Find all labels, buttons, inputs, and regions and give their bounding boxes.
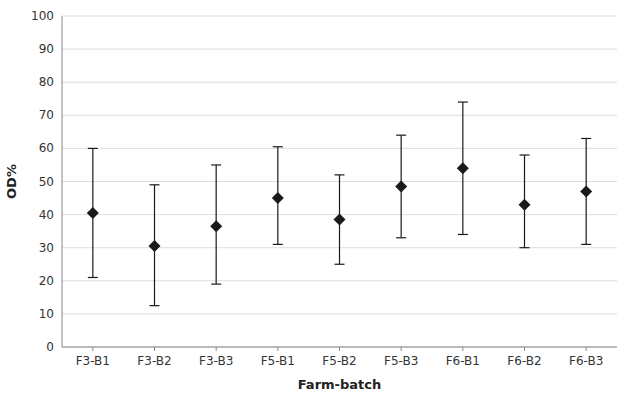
- grid-line: [62, 82, 617, 83]
- x-tick-label: F6-B1: [446, 354, 480, 368]
- error-cap-lower: [520, 247, 530, 248]
- x-tick: [524, 347, 525, 351]
- y-tick-label: 0: [46, 340, 54, 354]
- median-marker: [457, 162, 469, 174]
- x-tick-label: F5-B2: [322, 354, 356, 368]
- x-tick-label: F5-B1: [261, 354, 295, 368]
- x-tick: [216, 347, 217, 351]
- grid-line: [62, 49, 617, 50]
- median-marker: [87, 207, 99, 219]
- grid-line: [62, 16, 617, 17]
- error-cap-lower: [396, 237, 406, 238]
- y-axis-label: OD%: [4, 164, 19, 199]
- y-tick-label: 50: [39, 175, 54, 189]
- x-tick-label: F6-B3: [569, 354, 603, 368]
- x-tick: [586, 347, 587, 351]
- y-axis: [62, 16, 63, 347]
- error-cap-upper: [273, 146, 283, 147]
- y-tick-label: 40: [39, 208, 54, 222]
- x-tick: [92, 347, 93, 351]
- x-tick: [462, 347, 463, 351]
- median-marker: [580, 185, 592, 197]
- median-marker: [272, 192, 284, 204]
- median-marker: [395, 180, 407, 192]
- error-cap-upper: [335, 174, 345, 175]
- median-marker: [334, 214, 346, 226]
- chart: 0 10 20 30 40 50 60 70 80 90 100 F3-B1 F3-B2 F3-B3 F5-…: [0, 0, 633, 399]
- y-tick-label: 20: [39, 274, 54, 288]
- error-cap-lower: [458, 234, 468, 235]
- x-tick: [401, 347, 402, 351]
- y-tick-label: 30: [39, 241, 54, 255]
- grid-line: [62, 313, 617, 314]
- error-cap-upper: [88, 148, 98, 149]
- y-tick-label: 60: [39, 141, 54, 155]
- error-cap-upper: [581, 138, 591, 139]
- plot-area: [87, 102, 592, 306]
- grid-line: [62, 148, 617, 149]
- x-tick-label: F3-B1: [76, 354, 110, 368]
- median-marker: [519, 199, 531, 211]
- error-cap-lower: [273, 244, 283, 245]
- x-tick: [277, 347, 278, 351]
- x-tick-label: F5-B3: [384, 354, 418, 368]
- x-tick: [154, 347, 155, 351]
- x-tick-label: F3-B2: [137, 354, 171, 368]
- grid-line: [62, 280, 617, 281]
- y-tick-label: 70: [39, 108, 54, 122]
- error-cap-lower: [581, 244, 591, 245]
- x-tick-label: F3-B3: [199, 354, 233, 368]
- x-tick-label: F6-B2: [507, 354, 541, 368]
- x-axis-label: Farm-batch: [298, 377, 382, 392]
- error-cap-upper: [211, 164, 221, 165]
- y-tick-label: 100: [31, 9, 54, 23]
- x-tick: [339, 347, 340, 351]
- grid-line: [62, 115, 617, 116]
- y-tick-label: 80: [39, 75, 54, 89]
- error-cap-lower: [88, 277, 98, 278]
- median-marker: [210, 220, 222, 232]
- error-cap-upper: [150, 184, 160, 185]
- median-marker: [149, 240, 161, 252]
- error-cap-upper: [458, 101, 468, 102]
- error-cap-upper: [396, 135, 406, 136]
- y-tick-label: 10: [39, 307, 54, 321]
- y-tick-label: 90: [39, 42, 54, 56]
- error-cap-upper: [520, 154, 530, 155]
- error-cap-lower: [211, 284, 221, 285]
- error-cap-lower: [150, 305, 160, 306]
- error-cap-lower: [335, 264, 345, 265]
